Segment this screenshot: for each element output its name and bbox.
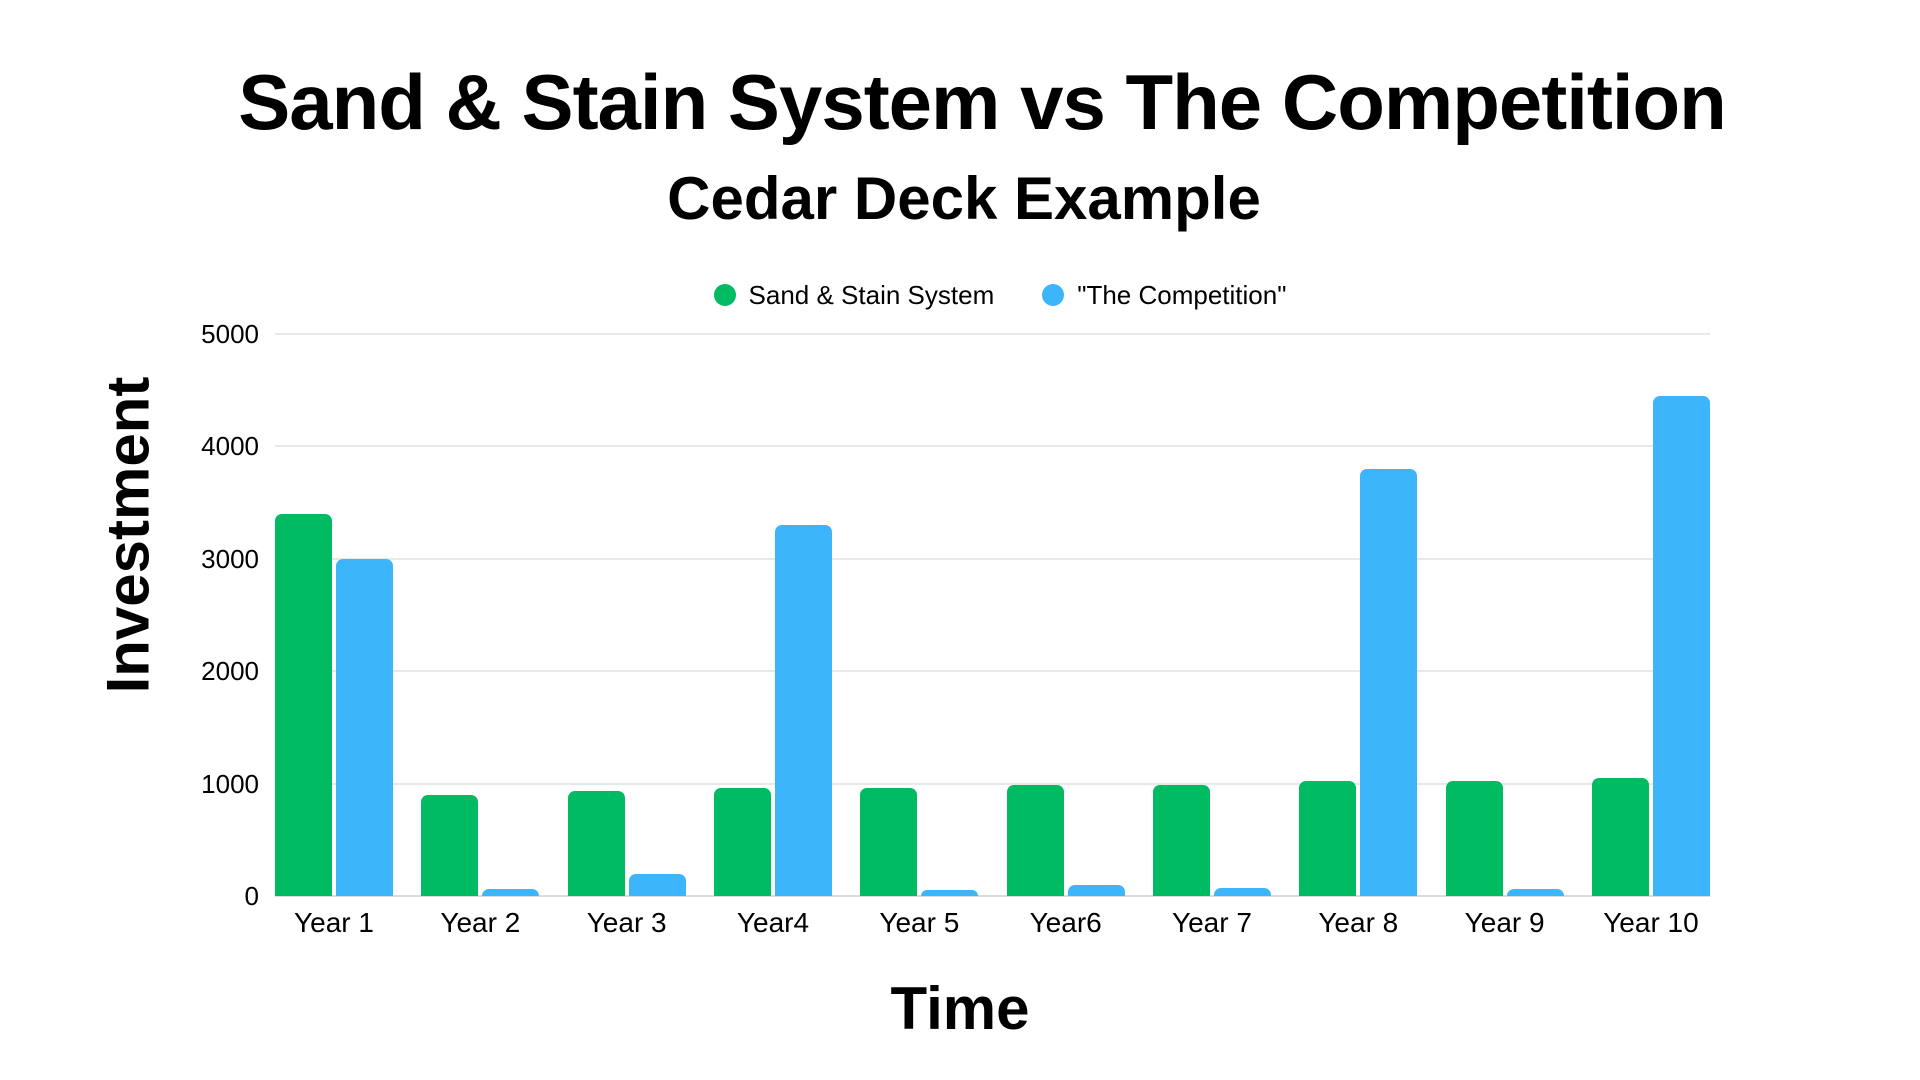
bar-sand-stain-system	[1299, 781, 1357, 896]
x-tick-label: Year 10	[1603, 907, 1699, 938]
bar-sand-stain-system	[1152, 784, 1210, 896]
gridline	[275, 670, 1710, 673]
bar-competition	[774, 525, 832, 896]
bar-group: Year 7	[1152, 334, 1271, 938]
bar-group: Year 8	[1299, 334, 1418, 938]
x-axis-title: Time	[890, 975, 1030, 1042]
bar-group: Year 2	[421, 334, 540, 938]
gridline	[275, 445, 1710, 448]
x-tick-label: Year6	[1029, 907, 1102, 938]
x-tick-label: Year 5	[879, 907, 960, 938]
bar-competition	[921, 890, 979, 896]
y-tick-label: 2000	[201, 656, 259, 687]
bar-sand-stain-system	[860, 788, 918, 896]
legend-item: Sand & Stain System	[713, 279, 995, 311]
legend-item-label: Sand & Stain System	[748, 279, 995, 310]
y-tick-label: 0	[244, 881, 259, 911]
x-tick-label: Year 9	[1464, 907, 1545, 938]
x-axis-line	[275, 895, 1710, 897]
bar-sand-stain-system	[275, 513, 332, 896]
bar-sand-stain-system	[1591, 777, 1649, 896]
bar-sand-stain-system	[713, 788, 771, 896]
legend-swatch-icon	[1042, 284, 1065, 306]
bar-sand-stain-system	[1445, 781, 1503, 896]
bar-group: Year 9	[1445, 334, 1564, 938]
bar-group: Year4	[713, 334, 832, 938]
y-tick-label: 4000	[201, 431, 259, 462]
bar-competition	[336, 558, 393, 896]
bar-group: Year 5	[860, 334, 979, 938]
bar-sand-stain-system	[1006, 784, 1064, 896]
y-tick-label: 5000	[201, 319, 259, 349]
bar-sand-stain-system	[567, 791, 625, 896]
legend-swatch-icon	[713, 284, 736, 306]
bar-competition	[1067, 884, 1125, 896]
x-tick-label: Year 2	[440, 907, 521, 938]
chart-title: Sand & Stain System vs The Competition	[238, 58, 1727, 146]
bar-competition	[1506, 889, 1564, 896]
legend-item: "The Competition"	[1042, 280, 1286, 311]
y-tick-label: 1000	[201, 768, 259, 799]
bar-group: Year 10	[1591, 334, 1710, 938]
bar-competition	[1360, 468, 1418, 896]
chart-subtitle: Cedar Deck Example	[667, 165, 1261, 232]
bar-sand-stain-system	[421, 794, 479, 896]
legend-item-label: "The Competition"	[1077, 279, 1287, 310]
gridline	[275, 333, 1710, 335]
y-tick-label: 3000	[201, 543, 259, 574]
bar-competition	[628, 873, 686, 896]
bar-competition	[1652, 395, 1710, 896]
x-tick-label: Year 7	[1172, 907, 1252, 938]
x-tick-label: Year 1	[294, 907, 374, 938]
x-tick-label: Year 3	[586, 907, 667, 938]
x-tick-label: Year 8	[1318, 907, 1399, 938]
bar-group: Year 3	[567, 334, 686, 938]
bar-group: Year 1	[275, 334, 393, 938]
gridline	[275, 782, 1710, 785]
chart-legend: Sand & Stain System "The Competition"	[40, 280, 1920, 310]
gridline	[275, 557, 1710, 560]
bar-groups: Year 1 Year 2 Year 3 Year4 Year 5 Year6 Year 7…	[275, 334, 1710, 938]
bar-competition	[482, 889, 540, 896]
bar-competition	[1213, 887, 1271, 896]
x-tick-label: Year4	[736, 907, 810, 938]
bar-group: Year6	[1006, 334, 1125, 938]
y-axis-title: Investment	[94, 376, 162, 694]
